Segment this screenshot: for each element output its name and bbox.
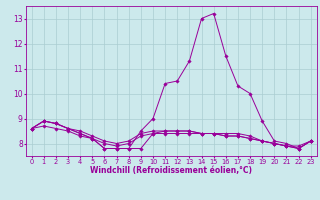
X-axis label: Windchill (Refroidissement éolien,°C): Windchill (Refroidissement éolien,°C) bbox=[90, 166, 252, 175]
